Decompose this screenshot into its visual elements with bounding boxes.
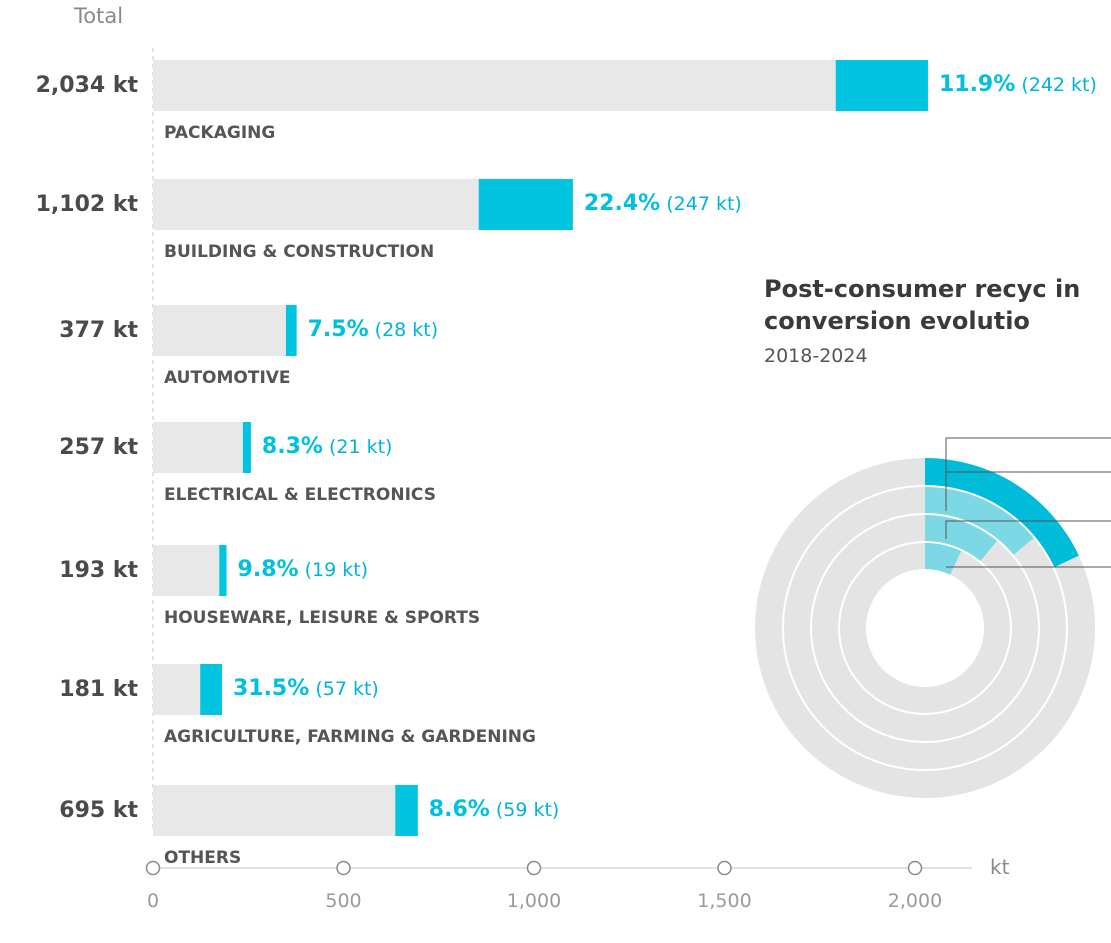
ring-leader-line-2	[945, 520, 1111, 539]
bar-recycled-0	[835, 60, 928, 111]
bar-recycled-1	[478, 179, 573, 230]
x-tick-label-2: 1,000	[506, 890, 562, 912]
total-label-2: 377 kt	[59, 318, 138, 343]
bar-total-3	[153, 422, 251, 473]
kt-label-4: (19 kt)	[298, 559, 369, 581]
radial-chart-title: Post-consumer recyc in conversion evolut…	[764, 273, 1104, 337]
radial-chart-title-text: Post-consumer recyc in conversion evolut…	[764, 275, 1081, 335]
pct-label-2: 7.5%	[307, 317, 369, 342]
pct-label-1: 22.4%	[583, 191, 661, 216]
ring-track-3	[840, 543, 1010, 713]
pct-label-4: 9.8%	[237, 557, 299, 582]
value-label-6: 8.6% (59 kt)	[429, 797, 560, 822]
bar-total-0	[153, 60, 928, 111]
category-label-2: AUTOMOTIVE	[164, 368, 291, 388]
ring-leader-line-0	[945, 437, 1111, 482]
value-label-5: 31.5% (57 kt)	[233, 676, 379, 701]
category-label-0: PACKAGING	[164, 123, 276, 143]
category-label-4: HOUSEWARE, LEISURE & SPORTS	[164, 608, 481, 628]
value-label-0: 11.9% (242 kt)	[939, 72, 1097, 97]
pct-label-6: 8.6%	[428, 797, 490, 822]
value-label-1: 22.4% (247 kt)	[584, 191, 742, 216]
ring-leader-line-1	[945, 471, 1111, 511]
pct-label-5: 31.5%	[232, 676, 310, 701]
category-label-1: BUILDING & CONSTRUCTION	[164, 242, 435, 262]
kt-label-5: (57 kt)	[309, 678, 379, 700]
bar-recycled-6	[395, 785, 418, 836]
pct-label-0: 11.9%	[938, 72, 1016, 97]
value-label-3: 8.3% (21 kt)	[262, 434, 393, 459]
x-tick-label-0: 0	[146, 890, 160, 912]
total-label-4: 193 kt	[59, 558, 138, 583]
total-label-3: 257 kt	[59, 435, 138, 460]
total-label-6: 695 kt	[59, 798, 138, 823]
bar-recycled-4	[219, 545, 227, 596]
ring-segment-2	[925, 515, 998, 561]
category-label-3: ELECTRICAL & ELECTRONICS	[164, 485, 436, 505]
bar-total-6	[153, 785, 418, 836]
bar-recycled-2	[285, 305, 297, 356]
x-tick-marker-4	[907, 860, 923, 876]
pct-label-3: 8.3%	[261, 434, 323, 459]
x-tick-label-4: 2,000	[887, 890, 943, 912]
kt-label-1: (247 kt)	[660, 193, 742, 215]
bar-total-4	[153, 545, 227, 596]
y-axis-title: Total	[74, 4, 124, 28]
radial-chart-subtitle: 2018-2024	[764, 345, 868, 367]
total-label-0: 2,034 kt	[35, 73, 138, 98]
value-label-2: 7.5% (28 kt)	[308, 317, 439, 342]
bar-recycled-3	[242, 422, 251, 473]
kt-label-2: (28 kt)	[368, 319, 439, 341]
category-label-6: OTHERS	[164, 848, 242, 868]
x-axis-unit: kt	[990, 855, 1010, 879]
x-tick-label-1: 500	[325, 890, 362, 912]
ring-segment-0	[925, 458, 1079, 568]
bar-total-2	[153, 305, 297, 356]
kt-label-3: (21 kt)	[322, 436, 393, 458]
x-tick-marker-0	[145, 860, 161, 876]
total-label-1: 1,102 kt	[35, 192, 138, 217]
x-tick-marker-3	[717, 860, 732, 876]
x-tick-marker-2	[526, 860, 542, 876]
x-tick-label-3: 1,500	[697, 890, 752, 912]
bar-recycled-5	[200, 664, 222, 715]
x-tick-marker-1	[336, 860, 351, 876]
total-label-5: 181 kt	[59, 677, 138, 702]
value-label-4: 9.8% (19 kt)	[238, 557, 369, 582]
category-label-5: AGRICULTURE, FARMING & GARDENING	[164, 727, 536, 747]
kt-label-0: (242 kt)	[1015, 74, 1097, 96]
kt-label-6: (59 kt)	[489, 799, 560, 821]
